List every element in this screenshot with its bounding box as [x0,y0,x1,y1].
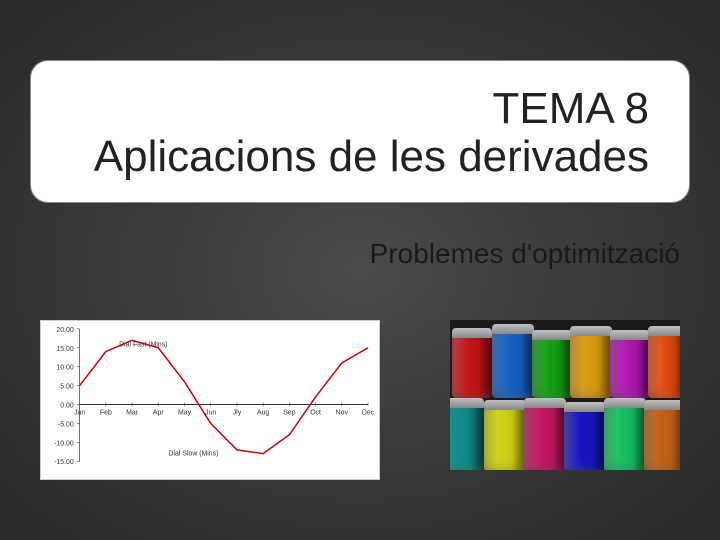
images-row: 20.00 15.00 10.00 5.00 0.00 -5.00 -10.00 -15.00… [40,320,680,480]
svg-text:Mar: Mar [126,409,139,416]
can [644,400,680,470]
can [532,330,572,398]
can [450,398,484,470]
svg-text:-10.00: -10.00 [54,440,74,447]
svg-text:-15.00: -15.00 [54,459,74,466]
svg-text:Feb: Feb [100,409,112,416]
cans-photo [450,320,680,470]
svg-text:Jun: Jun [205,409,216,416]
can [610,330,650,398]
title-box: TEMA 8 Aplicacions de les derivades [30,60,690,203]
can [570,326,612,398]
svg-text:0.00: 0.00 [60,402,74,409]
subtitle: Problemes d'optimització [30,238,680,270]
can [648,326,680,398]
svg-text:15.00: 15.00 [56,346,73,353]
title-line-1: TEMA 8 [71,85,649,133]
svg-text:Apr: Apr [153,409,164,416]
can [484,400,526,470]
svg-text:Oct: Oct [310,409,321,416]
svg-text:Dec: Dec [362,409,375,416]
svg-text:Dial Slow (Mins): Dial Slow (Mins) [169,450,219,457]
can [604,398,646,470]
svg-text:Dial Fast (Mins): Dial Fast (Mins) [119,342,167,349]
svg-text:Aug: Aug [257,409,269,416]
chart-panel: 20.00 15.00 10.00 5.00 0.00 -5.00 -10.00 -15.00… [40,320,380,480]
line-chart: 20.00 15.00 10.00 5.00 0.00 -5.00 -10.00 -15.00… [41,321,379,479]
title-line-2: Aplicacions de les derivades [71,133,649,181]
svg-text:Jly: Jly [233,409,242,416]
svg-text:10.00: 10.00 [56,365,73,372]
svg-text:20.00: 20.00 [56,327,73,334]
can [564,402,606,470]
svg-text:5.00: 5.00 [60,384,74,391]
can [452,328,492,398]
svg-text:Sep: Sep [283,409,295,416]
svg-text:May: May [178,409,192,416]
can [492,324,534,398]
svg-text:Nov: Nov [336,409,349,416]
can [524,398,566,470]
svg-text:-5.00: -5.00 [58,421,74,428]
